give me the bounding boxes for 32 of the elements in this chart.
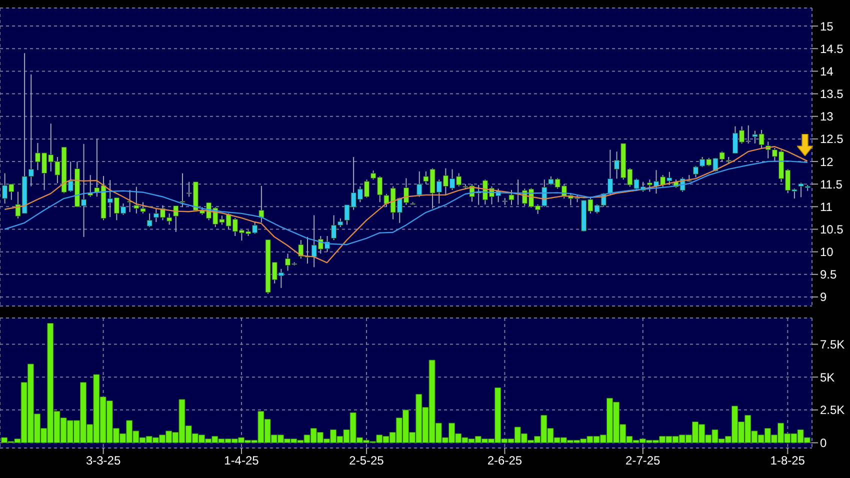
y-tick-label: 0: [820, 436, 827, 450]
y-tick-label: 7.5K: [820, 338, 845, 352]
y-tick-label: 12.5: [820, 132, 844, 146]
y-tick-label: 10.5: [820, 222, 844, 236]
candlestick: [258, 185, 264, 223]
y-tick-label: 9.5: [820, 268, 838, 282]
candlestick: [508, 189, 514, 206]
x-tick-label: 3-3-25: [86, 454, 121, 468]
x-tick-label: 2-6-25: [487, 454, 522, 468]
y-tick-label: 2.5K: [820, 403, 845, 418]
candlestick: [298, 240, 304, 260]
candlestick: [692, 166, 698, 178]
y-tick-label: 13.5: [820, 87, 844, 102]
y-tick-label: 11.5: [820, 177, 843, 192]
y-tick-label: 15: [820, 19, 834, 34]
candlestick: [416, 170, 422, 198]
x-tick-label: 2-5-25: [349, 454, 384, 468]
candlestick: [180, 172, 186, 208]
y-tick-label: 5K: [820, 370, 835, 384]
x-tick-label: 1-4-25: [224, 454, 260, 468]
y-tick-label: 14: [820, 64, 834, 78]
x-tick-label: 2-7-25: [626, 454, 661, 468]
y-tick-label: 13: [820, 110, 834, 124]
y-tick-label: 12: [820, 154, 834, 169]
candlestick: [607, 149, 613, 196]
y-tick-label: 10: [820, 245, 834, 260]
y-tick-label: 11: [820, 200, 833, 214]
y-tick-label: 14.5: [820, 42, 844, 56]
y-tick-label: 9: [820, 290, 827, 304]
candlestick: [146, 212, 152, 228]
x-tick-label: 1-8-25: [770, 454, 806, 468]
line-series: [4, 146, 808, 264]
